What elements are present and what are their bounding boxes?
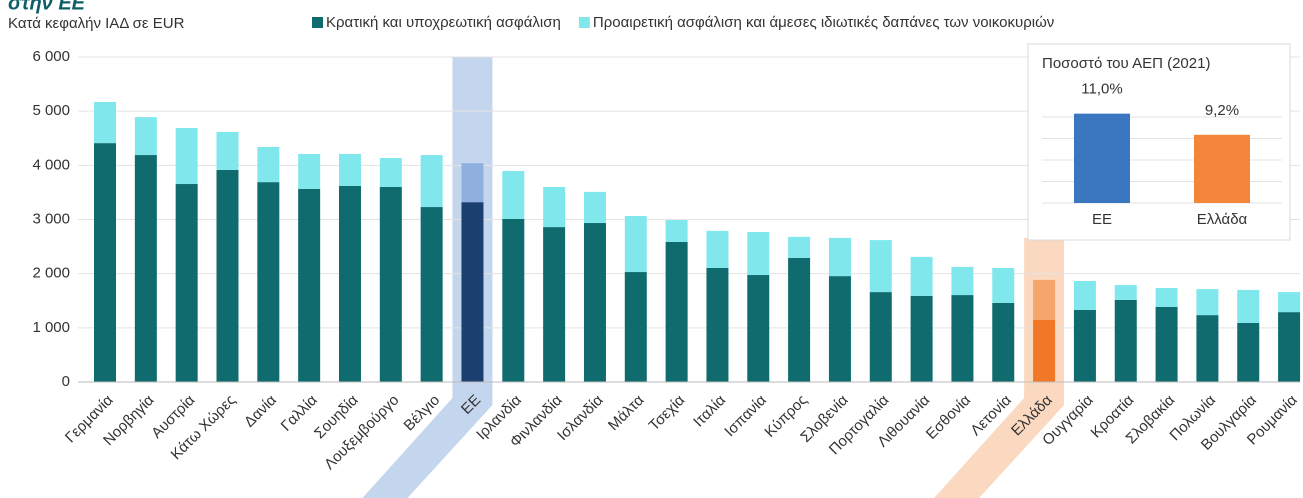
bar-segment <box>1033 279 1056 320</box>
inset-category: Ελλάδα <box>1197 211 1248 228</box>
bar-segment <box>951 295 974 382</box>
bar-segment <box>502 171 525 219</box>
y-tick-label: 1 000 <box>32 319 70 336</box>
y-tick-label: 4 000 <box>32 156 70 173</box>
bar-segment <box>583 223 606 382</box>
bar-segment <box>1073 309 1096 382</box>
bar-segment <box>502 218 525 382</box>
inset-box <box>1027 43 1291 241</box>
bar-segment <box>175 184 198 382</box>
x-tick-label: Ισπανία <box>721 391 770 440</box>
bar-segment <box>624 215 647 273</box>
legend-label: Προαιρετική ασφάλιση και άμεσες ιδιωτικέ… <box>593 14 1054 31</box>
bar-segment <box>338 153 361 186</box>
bar-segment <box>1114 299 1137 382</box>
bar-segment <box>216 132 239 170</box>
bar-segment <box>461 163 484 203</box>
x-tick-label: Λουξεμβούργο <box>321 392 402 473</box>
bar-segment <box>992 267 1015 303</box>
bar-segment <box>94 143 116 382</box>
bar-segment <box>1073 280 1096 310</box>
highlight-bands <box>362 57 1065 498</box>
bar-segment <box>869 292 892 382</box>
bar-segment <box>257 146 280 183</box>
bar-segment <box>379 158 402 187</box>
bar-segment <box>420 155 443 208</box>
bar-segment <box>1114 285 1137 300</box>
bar-segment <box>992 302 1015 382</box>
bar-segment <box>1196 289 1219 316</box>
bar-segment <box>543 227 566 382</box>
bar-segment <box>1278 292 1301 313</box>
x-tick-label: Εσθονία <box>923 391 974 442</box>
x-tick-label: Ισλανδία <box>554 391 607 444</box>
bar-segment <box>665 220 688 242</box>
bar-segment <box>1155 306 1178 382</box>
bar-segment <box>706 267 729 382</box>
y-tick-label: 6 000 <box>32 48 70 65</box>
bar-segment <box>379 187 402 382</box>
value-label: 11,0% <box>1081 81 1122 98</box>
bar-segment <box>461 202 484 382</box>
bar-segment <box>1033 319 1056 382</box>
bar-segment <box>134 155 157 382</box>
bar-segment <box>624 272 647 382</box>
bar-segment <box>543 187 566 228</box>
bar-segment <box>828 276 851 382</box>
bar-segment <box>1237 289 1260 323</box>
bar-segment <box>1237 322 1260 382</box>
bar-segment <box>910 295 933 382</box>
bar-segment <box>1196 315 1219 382</box>
x-tick-label: Τσεχία <box>646 391 689 434</box>
value-label: 9,2% <box>1205 102 1239 119</box>
x-tick-label: Μάλτα <box>605 391 648 434</box>
bar-segment <box>134 117 157 156</box>
highlight-band <box>934 238 1065 498</box>
x-tick-label: Ιταλία <box>690 391 729 430</box>
bar-segment <box>94 101 116 144</box>
bar-segment <box>257 182 280 382</box>
bar-segment <box>747 275 770 382</box>
subtitle: Κατά κεφαλήν ΙΑΔ σε EUR <box>8 15 185 32</box>
bar-segment <box>338 185 361 382</box>
bar-segment <box>910 256 933 296</box>
bar-segment <box>665 241 688 382</box>
bar-segment <box>298 153 321 189</box>
y-tick-label: 5 000 <box>32 102 70 119</box>
inset-category: ΕΕ <box>1092 211 1112 228</box>
bar-segment <box>583 191 606 224</box>
bar-segment <box>1278 312 1301 382</box>
legend-swatch <box>578 17 590 28</box>
chart-title: στην ΕΕ <box>8 0 86 14</box>
bar-segment <box>706 230 729 268</box>
bar-segment <box>951 266 974 296</box>
inset-bar <box>1194 134 1250 203</box>
y-tick-label: 0 <box>62 373 70 390</box>
y-tick-label: 2 000 <box>32 265 70 282</box>
legend-swatch <box>312 17 323 28</box>
bar-segment <box>420 207 443 382</box>
bar-segment <box>1155 288 1178 307</box>
bar-segment <box>175 127 198 185</box>
bar-segment <box>828 237 851 277</box>
inset-chart: Ποσοστό του ΑΕΠ (2021) 11,0% ΕΕ 9,2% Ελλάδα <box>1027 43 1291 241</box>
bar-segment <box>298 188 321 382</box>
bar-segment <box>216 169 239 382</box>
legend-label: Κρατική και υποχρεωτική ασφάλιση <box>326 14 561 31</box>
highlight-band <box>362 57 493 498</box>
inset-title: Ποσοστό του ΑΕΠ (2021) <box>1042 55 1210 72</box>
bar-segment <box>788 257 811 382</box>
bar-segment <box>788 236 811 258</box>
x-tick-label: Δανία <box>241 391 280 430</box>
y-tick-label: 3 000 <box>32 210 70 227</box>
bar-segment <box>747 231 770 276</box>
inset-bar <box>1074 113 1130 203</box>
bar-segment <box>869 240 892 293</box>
